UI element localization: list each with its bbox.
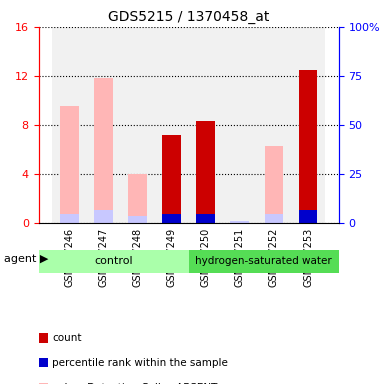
Bar (291, 27, 325, 223)
Bar (299, 210, 318, 223)
Bar (60, 214, 79, 223)
Text: control: control (94, 256, 133, 266)
Bar (162, 135, 181, 223)
Bar (60, 106, 79, 223)
Text: hydrogen-saturated water: hydrogen-saturated water (195, 256, 332, 266)
Bar (162, 214, 181, 223)
Bar (154, 27, 189, 223)
Bar (223, 27, 257, 223)
Bar (94, 78, 113, 223)
Bar (196, 121, 215, 223)
Text: count: count (52, 333, 82, 343)
Bar (299, 70, 318, 223)
Bar (189, 250, 339, 273)
Title: GDS5215 / 1370458_at: GDS5215 / 1370458_at (108, 10, 270, 25)
Bar (86, 27, 121, 223)
Text: value, Detection Call = ABSENT: value, Detection Call = ABSENT (52, 383, 218, 384)
Bar (128, 174, 147, 223)
Bar (231, 221, 249, 223)
Bar (264, 146, 283, 223)
Bar (196, 214, 215, 223)
Bar (52, 27, 86, 223)
Bar (189, 27, 223, 223)
Bar (121, 27, 154, 223)
Bar (264, 215, 283, 223)
Bar (94, 210, 113, 223)
Bar (38, 250, 189, 273)
Text: percentile rank within the sample: percentile rank within the sample (52, 358, 228, 368)
Bar (128, 217, 147, 223)
Text: agent ▶: agent ▶ (4, 254, 48, 264)
Bar (257, 27, 291, 223)
